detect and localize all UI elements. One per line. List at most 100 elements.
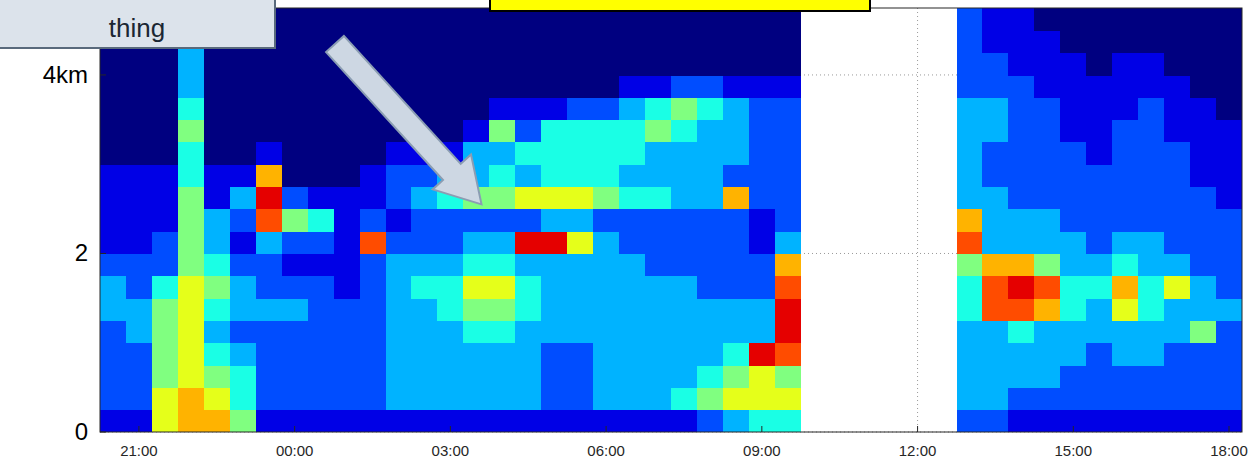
heatmap-cell xyxy=(541,343,568,366)
heatmap-cell xyxy=(1086,187,1113,210)
heatmap-cell xyxy=(1034,142,1061,165)
heatmap-cell xyxy=(1216,120,1242,143)
heatmap-cell xyxy=(982,231,1009,254)
heatmap-cell xyxy=(463,410,490,432)
heatmap-cell xyxy=(282,120,309,143)
heatmap-cell xyxy=(1060,231,1087,254)
heatmap-cell xyxy=(671,387,698,410)
heatmap-cell xyxy=(1086,343,1113,366)
heatmap-cell xyxy=(1008,320,1035,343)
heatmap-cell xyxy=(593,276,620,299)
heatmap-cell xyxy=(230,276,257,299)
heatmap-cell xyxy=(619,164,646,187)
heatmap-cell xyxy=(697,253,724,276)
heatmap-cell xyxy=(775,30,802,53)
heatmap-cell xyxy=(515,30,542,53)
heatmap-cell xyxy=(204,209,231,232)
heatmap-cell xyxy=(775,276,802,299)
x-tick xyxy=(761,426,762,432)
heatmap-cell xyxy=(334,320,361,343)
heatmap-cell xyxy=(1008,97,1035,120)
heatmap-cell xyxy=(982,253,1009,276)
heatmap-cell xyxy=(204,410,231,432)
heatmap-cell xyxy=(411,75,438,98)
heatmap-cell xyxy=(1190,320,1217,343)
heatmap-cell xyxy=(282,320,309,343)
y-tick xyxy=(100,432,106,433)
heatmap-cell xyxy=(775,387,802,410)
heatmap-cell xyxy=(697,365,724,388)
heatmap-cell xyxy=(282,298,309,321)
heatmap-cell xyxy=(619,75,646,98)
heatmap-cell xyxy=(411,209,438,232)
x-tick xyxy=(450,426,451,432)
heatmap-cell xyxy=(593,75,620,98)
heatmap-cell xyxy=(1164,365,1191,388)
heatmap-cell xyxy=(1112,365,1139,388)
heatmap-cell xyxy=(619,298,646,321)
heatmap-cell xyxy=(1190,209,1217,232)
heatmap-cell xyxy=(1060,75,1087,98)
heatmap-cell xyxy=(567,164,594,187)
heatmap-cell xyxy=(1008,253,1035,276)
heatmap-cell xyxy=(463,365,490,388)
heatmap-cell xyxy=(749,365,776,388)
annotation-arrow xyxy=(326,36,481,205)
heatmap-cell xyxy=(645,142,672,165)
heatmap-cell xyxy=(697,320,724,343)
heatmap-cell xyxy=(1008,30,1035,53)
heatmap-cell xyxy=(749,343,776,366)
heatmap-cell xyxy=(1112,75,1139,98)
heatmap-cell xyxy=(1034,320,1061,343)
heatmap-cell xyxy=(178,53,205,76)
heatmap-cell xyxy=(178,298,205,321)
y-tick xyxy=(100,253,106,254)
heatmap-cell xyxy=(982,75,1009,98)
heatmap-cell xyxy=(541,276,568,299)
heatmap-cell xyxy=(671,231,698,254)
heatmap-cell xyxy=(723,387,750,410)
heatmap-cell xyxy=(178,231,205,254)
heatmap-cell xyxy=(593,343,620,366)
heatmap-cell xyxy=(697,298,724,321)
heatmap-cell xyxy=(1216,75,1242,98)
heatmap-cell xyxy=(204,187,231,210)
heatmap-cell xyxy=(1164,320,1191,343)
heatmap-cell xyxy=(515,276,542,299)
heatmap-cell xyxy=(204,97,231,120)
heatmap-cell xyxy=(100,410,127,432)
heatmap-cell xyxy=(1190,30,1217,53)
heatmap-cell xyxy=(1034,97,1061,120)
heatmap-cell xyxy=(515,387,542,410)
heatmap-cell xyxy=(411,276,438,299)
heatmap-cell xyxy=(308,209,335,232)
heatmap-cell xyxy=(1086,8,1113,31)
heatmap-cell xyxy=(152,231,179,254)
heatmap-cell xyxy=(957,75,984,98)
heatmap-cell xyxy=(386,53,413,76)
heatmap-cell xyxy=(178,164,205,187)
heatmap-cell xyxy=(1112,120,1139,143)
heatmap-cell xyxy=(723,253,750,276)
heatmap-cell xyxy=(1008,276,1035,299)
heatmap-cell xyxy=(515,164,542,187)
heatmap-cell xyxy=(619,365,646,388)
heatmap-cell xyxy=(957,231,984,254)
heatmap-cell xyxy=(749,387,776,410)
heatmap-cell xyxy=(282,365,309,388)
heatmap-cell xyxy=(775,231,802,254)
heatmap-cell xyxy=(230,142,257,165)
heatmap-cell xyxy=(775,142,802,165)
heatmap-cell xyxy=(1216,343,1242,366)
x-tick-label: 21:00 xyxy=(120,442,158,459)
heatmap-cell xyxy=(126,343,153,366)
heatmap-cell xyxy=(360,142,387,165)
heatmap-cell xyxy=(489,410,516,432)
heatmap-cell xyxy=(1164,276,1191,299)
heatmap-cell xyxy=(230,343,257,366)
heatmap-cell xyxy=(360,410,387,432)
heatmap-cell xyxy=(697,75,724,98)
heatmap-cell xyxy=(515,298,542,321)
heatmap-cell xyxy=(100,164,127,187)
heatmap-cell xyxy=(723,209,750,232)
